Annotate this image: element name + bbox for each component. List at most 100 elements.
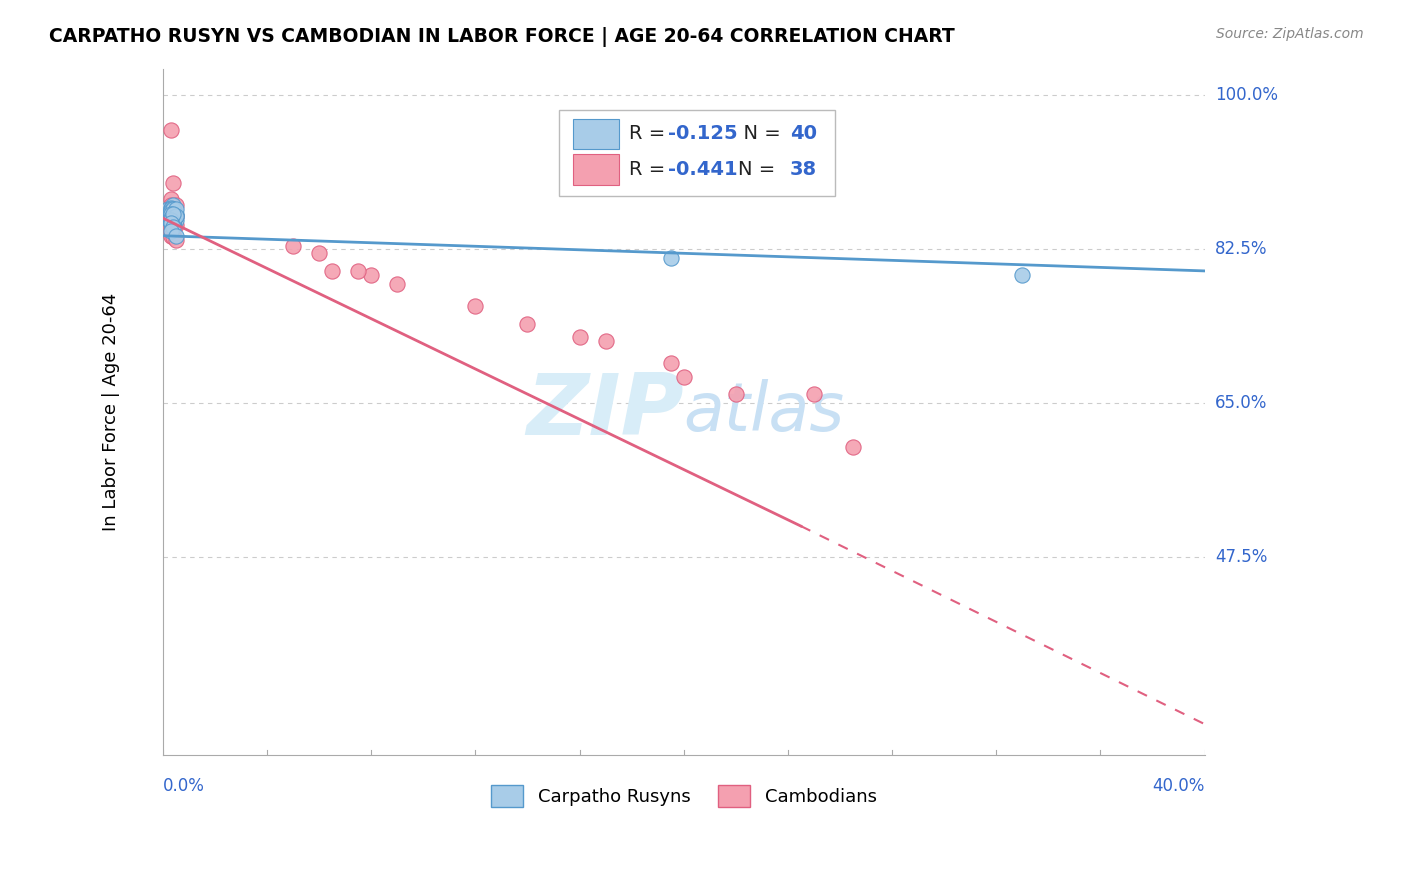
Point — [165, 210, 187, 224]
Point — [347, 264, 370, 278]
Text: In Labor Force | Age 20-64: In Labor Force | Age 20-64 — [101, 293, 120, 531]
Point — [162, 210, 184, 224]
Point — [672, 369, 695, 384]
Point — [159, 204, 181, 219]
Point — [308, 246, 330, 260]
Text: CARPATHO RUSYN VS CAMBODIAN IN LABOR FORCE | AGE 20-64 CORRELATION CHART: CARPATHO RUSYN VS CAMBODIAN IN LABOR FOR… — [49, 27, 955, 46]
Point — [159, 224, 181, 238]
Point — [165, 212, 187, 227]
Text: -0.125: -0.125 — [668, 124, 738, 144]
Point — [159, 214, 181, 228]
Point — [159, 207, 181, 221]
Point — [159, 192, 181, 206]
Point — [162, 219, 184, 234]
Text: 40.0%: 40.0% — [1153, 777, 1205, 795]
Point — [281, 239, 304, 253]
Text: 40: 40 — [790, 124, 817, 144]
Point — [568, 330, 591, 344]
Point — [159, 211, 181, 226]
Point — [159, 207, 181, 221]
Point — [162, 207, 184, 221]
Point — [165, 218, 187, 232]
Point — [157, 202, 180, 217]
Point — [1011, 268, 1033, 283]
Text: 38: 38 — [790, 160, 817, 179]
Point — [162, 176, 184, 190]
Point — [159, 204, 181, 219]
Point — [162, 202, 184, 217]
Point — [162, 215, 184, 229]
FancyBboxPatch shape — [558, 110, 835, 195]
Point — [159, 123, 181, 137]
Point — [724, 387, 747, 401]
Point — [162, 202, 184, 217]
Point — [162, 212, 184, 227]
Point — [165, 233, 187, 247]
Text: R =: R = — [628, 124, 671, 144]
Text: -0.441: -0.441 — [668, 160, 738, 179]
Text: ZIP: ZIP — [526, 370, 683, 453]
Text: 0.0%: 0.0% — [163, 777, 205, 795]
Text: N =: N = — [738, 160, 782, 179]
Point — [162, 215, 184, 229]
Point — [162, 215, 184, 229]
Point — [162, 230, 184, 244]
Point — [159, 212, 181, 227]
Point — [159, 198, 181, 212]
Point — [159, 215, 181, 229]
Point — [165, 210, 187, 224]
Point — [803, 387, 825, 401]
Text: R =: R = — [628, 160, 671, 179]
Point — [162, 212, 184, 227]
Point — [360, 268, 382, 283]
Point — [162, 202, 184, 217]
Point — [659, 251, 682, 265]
Point — [162, 210, 184, 224]
Point — [659, 356, 682, 370]
Point — [165, 207, 187, 221]
Point — [162, 215, 184, 229]
Point — [162, 198, 184, 212]
Point — [516, 317, 538, 331]
Point — [165, 198, 187, 212]
Point — [162, 215, 184, 229]
Point — [162, 207, 184, 221]
FancyBboxPatch shape — [574, 119, 619, 149]
Point — [162, 207, 184, 221]
Point — [159, 228, 181, 243]
Point — [165, 202, 187, 217]
Point — [162, 227, 184, 241]
Point — [162, 207, 184, 221]
Text: 65.0%: 65.0% — [1215, 394, 1267, 412]
Point — [159, 202, 181, 217]
Point — [162, 211, 184, 226]
Point — [159, 212, 181, 227]
Point — [159, 210, 181, 224]
Point — [165, 228, 187, 243]
Text: 82.5%: 82.5% — [1215, 240, 1268, 258]
Point — [387, 277, 409, 292]
Point — [159, 211, 181, 226]
Point — [159, 211, 181, 226]
Point — [159, 215, 181, 229]
Point — [159, 204, 181, 219]
Point — [159, 211, 181, 226]
Point — [595, 334, 617, 349]
Point — [165, 210, 187, 224]
Text: 100.0%: 100.0% — [1215, 86, 1278, 104]
Point — [321, 264, 343, 278]
Text: Source: ZipAtlas.com: Source: ZipAtlas.com — [1216, 27, 1364, 41]
Point — [159, 201, 181, 215]
Point — [159, 215, 181, 229]
Text: atlas: atlas — [683, 379, 845, 445]
Point — [159, 219, 181, 234]
Legend: Carpatho Rusyns, Cambodians: Carpatho Rusyns, Cambodians — [484, 778, 884, 814]
Point — [159, 215, 181, 229]
Point — [162, 221, 184, 235]
Text: 47.5%: 47.5% — [1215, 548, 1267, 566]
Point — [842, 440, 865, 454]
Point — [162, 211, 184, 226]
FancyBboxPatch shape — [574, 154, 619, 185]
Point — [464, 299, 486, 313]
Point — [159, 224, 181, 238]
